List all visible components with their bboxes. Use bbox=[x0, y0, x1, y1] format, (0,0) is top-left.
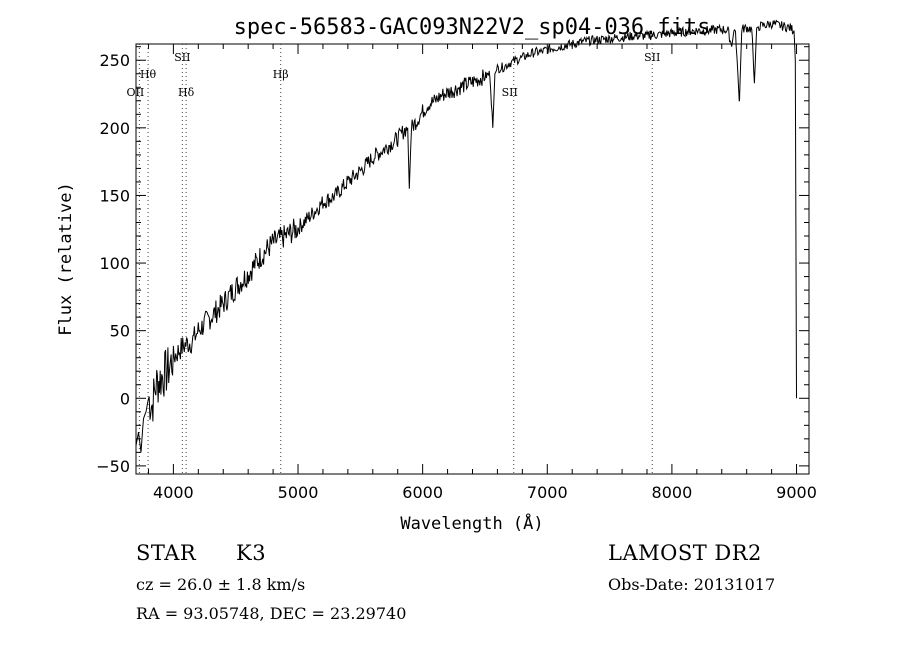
y-tick-label: 150 bbox=[99, 186, 130, 205]
y-axis: −50 0 50 100 150 200 250 bbox=[96, 46, 809, 476]
y-axis-label: Flux (relative) bbox=[56, 182, 76, 336]
marker-label-sii-7842: SII bbox=[644, 51, 660, 64]
y-tick-label: 0 bbox=[120, 389, 130, 408]
object-subclass: K3 bbox=[236, 541, 267, 565]
marker-label-h-beta: Hβ bbox=[273, 68, 289, 81]
y-tick-label: 100 bbox=[99, 254, 130, 273]
x-tick-label: 8000 bbox=[652, 483, 693, 502]
x-tick-label: 4000 bbox=[153, 483, 194, 502]
x-tick-label: 9000 bbox=[776, 483, 817, 502]
x-tick-label: 7000 bbox=[527, 483, 568, 502]
marker-label-h-delta: Hδ bbox=[178, 86, 195, 99]
observation-date: Obs-Date: 20131017 bbox=[608, 575, 776, 594]
marker-label-sii-6731: SII bbox=[502, 86, 518, 99]
spectral-line-markers: Hθ OII SII Hδ Hβ SII SII bbox=[127, 44, 660, 474]
plot-frame bbox=[135, 43, 810, 475]
marker-label-h-theta: Hθ bbox=[140, 68, 157, 81]
coordinates-readout: RA = 93.05748, DEC = 23.29740 bbox=[136, 604, 407, 623]
marker-label-oii: OII bbox=[127, 86, 145, 99]
x-tick-label: 5000 bbox=[278, 483, 319, 502]
marker-label-sii-4072: SII bbox=[174, 51, 190, 64]
spectrum-series-line bbox=[135, 19, 797, 453]
y-tick-label: 250 bbox=[99, 51, 130, 70]
x-axis: 4000 5000 6000 7000 8000 9000 bbox=[147, 44, 817, 502]
x-tick-label: 6000 bbox=[402, 483, 443, 502]
redshift-readout: cz = 26.0 ± 1.8 km/s bbox=[136, 575, 306, 594]
x-axis-label: Wavelength (Å) bbox=[400, 512, 543, 534]
survey-name: LAMOST DR2 bbox=[608, 541, 762, 565]
object-class: STAR bbox=[136, 541, 197, 565]
y-tick-label: 200 bbox=[99, 119, 130, 138]
y-tick-label: −50 bbox=[96, 457, 130, 476]
y-tick-label: 50 bbox=[110, 322, 130, 341]
